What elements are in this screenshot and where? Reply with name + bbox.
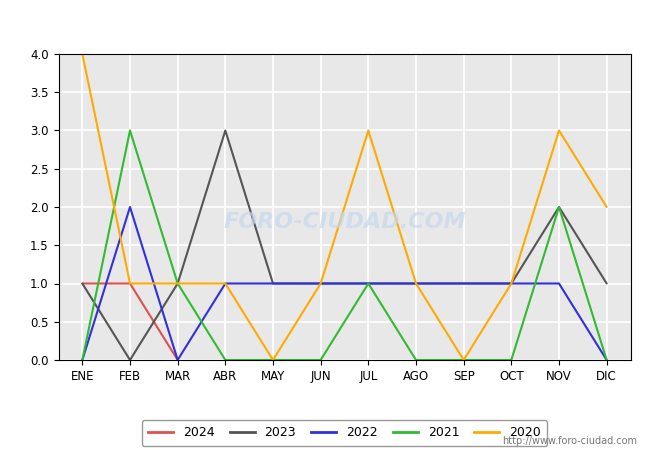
Legend: 2024, 2023, 2022, 2021, 2020: 2024, 2023, 2022, 2021, 2020 <box>142 420 547 446</box>
Text: http://www.foro-ciudad.com: http://www.foro-ciudad.com <box>502 436 637 446</box>
Text: FORO-CIUDAD.COM: FORO-CIUDAD.COM <box>223 212 466 232</box>
Text: Matriculaciones de Vehiculos en El Grado: Matriculaciones de Vehiculos en El Grado <box>138 15 512 30</box>
